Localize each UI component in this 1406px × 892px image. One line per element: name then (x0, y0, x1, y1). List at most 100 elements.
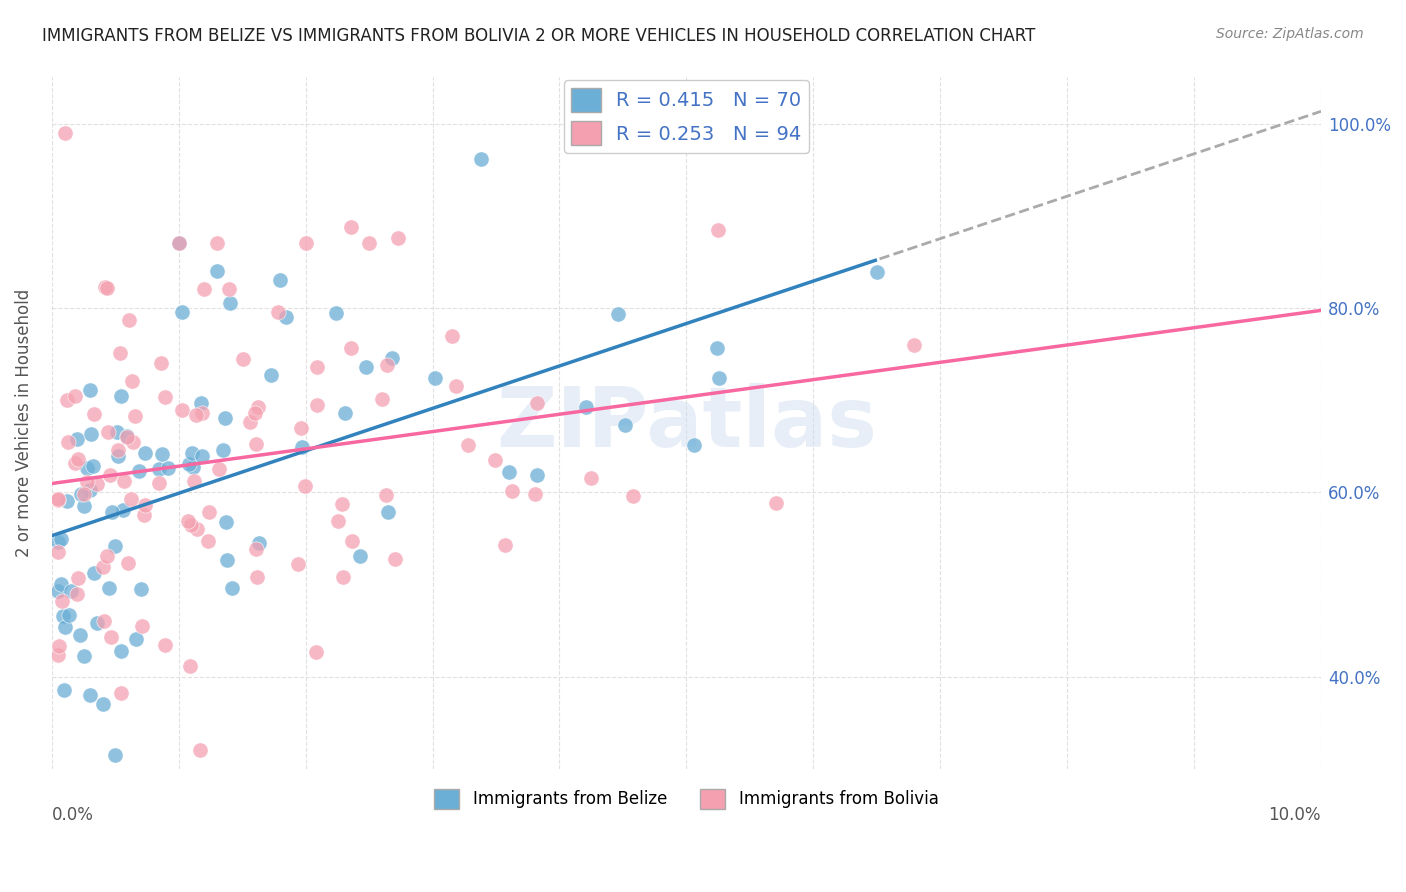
Point (53, 620, 76, 634)
Point (682, 438, 704, 452)
Point (91, 560, 114, 574)
Point (49, 532, 72, 546)
Point (120, 491, 142, 506)
Point (524, 487, 547, 501)
Point (325, 306, 347, 320)
Point (128, 464, 150, 478)
Point (267, 304, 290, 318)
Point (239, 415, 262, 429)
Point (124, 409, 146, 423)
Point (177, 514, 200, 528)
Point (188, 743, 211, 757)
Text: 0.0%: 0.0% (52, 805, 94, 823)
Point (48, 639, 70, 653)
Point (93, 280, 115, 294)
Point (246, 569, 269, 583)
Point (211, 442, 233, 457)
Point (48, 534, 70, 549)
Point (115, 428, 138, 442)
Point (56, 434, 79, 449)
Point (101, 505, 124, 519)
Point (76, 461, 98, 475)
Point (287, 557, 309, 571)
Point (179, 457, 201, 471)
Point (269, 273, 291, 287)
Point (51, 594, 73, 608)
Point (903, 338, 925, 352)
Point (305, 645, 328, 659)
Point (356, 359, 378, 374)
Point (63, 389, 86, 403)
Point (114, 474, 136, 488)
Point (131, 619, 153, 633)
Point (46, 492, 69, 507)
Point (150, 356, 173, 370)
Point (441, 328, 464, 343)
Point (183, 474, 205, 488)
Point (125, 632, 148, 646)
Point (444, 378, 467, 392)
Point (93, 614, 115, 628)
Point (117, 557, 139, 571)
Point (56, 393, 79, 408)
Point (96, 281, 118, 295)
Point (66, 571, 89, 585)
Point (148, 462, 170, 476)
Point (129, 582, 152, 596)
Point (494, 539, 516, 553)
Text: ZIPatlas: ZIPatlas (496, 383, 877, 464)
Point (197, 533, 219, 548)
Point (193, 283, 215, 297)
Text: IMMIGRANTS FROM BELIZE VS IMMIGRANTS FROM BOLIVIA 2 OR MORE VEHICLES IN HOUSEHOL: IMMIGRANTS FROM BELIZE VS IMMIGRANTS FRO… (42, 27, 1036, 45)
Point (247, 535, 270, 549)
Point (375, 488, 398, 502)
Point (205, 236, 228, 251)
Point (83, 566, 105, 580)
Point (387, 231, 409, 245)
Point (170, 402, 193, 417)
Point (65, 456, 87, 470)
Text: Source: ZipAtlas.com: Source: ZipAtlas.com (1216, 27, 1364, 41)
Point (86, 615, 108, 630)
Point (180, 446, 202, 460)
Point (707, 371, 730, 385)
Point (156, 460, 179, 475)
Point (150, 447, 173, 461)
Point (198, 505, 221, 519)
Point (46, 648, 69, 662)
Point (97, 425, 120, 439)
Point (765, 496, 787, 510)
Point (167, 236, 190, 251)
Point (83, 407, 105, 421)
Point (91, 698, 114, 712)
Point (294, 236, 316, 251)
Point (46, 492, 69, 507)
Point (110, 644, 132, 658)
Point (526, 467, 548, 482)
Point (79, 383, 101, 397)
Point (107, 442, 129, 457)
Point (340, 341, 363, 355)
Point (214, 411, 236, 425)
Point (307, 359, 329, 374)
Point (110, 686, 132, 700)
Point (72, 487, 94, 501)
Point (180, 518, 202, 533)
Text: 10.0%: 10.0% (1268, 805, 1322, 823)
Point (232, 352, 254, 367)
Point (111, 502, 134, 516)
Point (575, 401, 598, 415)
Point (79, 483, 101, 497)
Point (118, 313, 141, 327)
Point (82, 458, 104, 473)
Point (332, 570, 354, 584)
Point (110, 389, 132, 403)
Point (246, 400, 269, 414)
Point (371, 392, 394, 407)
Point (484, 453, 506, 467)
Point (58, 607, 80, 622)
Point (76, 475, 98, 489)
Point (866, 265, 889, 279)
Y-axis label: 2 or more Vehicles in Household: 2 or more Vehicles in Household (15, 289, 32, 558)
Point (333, 406, 356, 420)
